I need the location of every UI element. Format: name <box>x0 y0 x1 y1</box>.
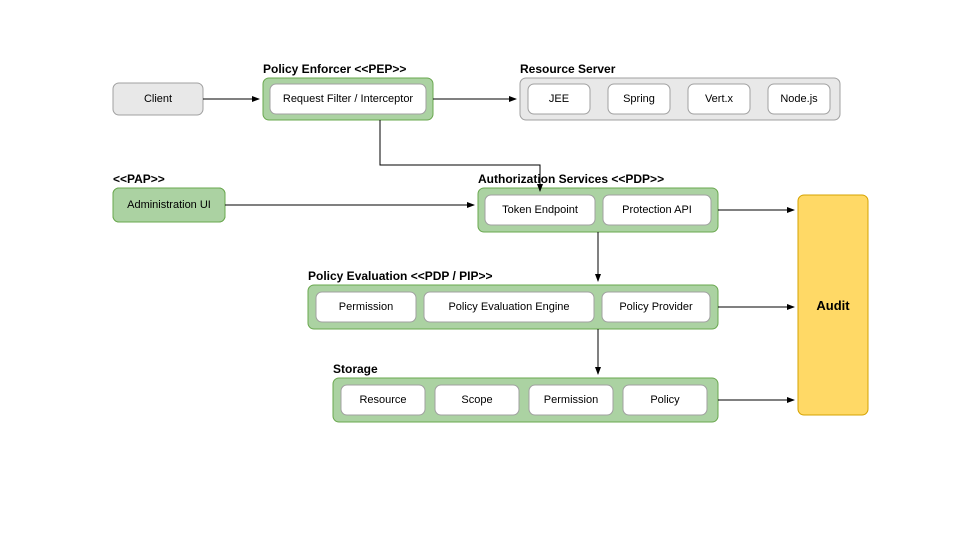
group-title-rs: Resource Server <box>520 62 615 76</box>
node-label-protapi: Protection API <box>603 195 711 225</box>
node-label-audit: Audit <box>798 195 868 415</box>
node-label-st_res: Resource <box>341 385 425 415</box>
node-label-st_scope: Scope <box>435 385 519 415</box>
node-label-client: Client <box>113 83 203 115</box>
group-title-eval: Policy Evaluation <<PDP / PIP>> <box>308 269 493 283</box>
node-label-polprov: Policy Provider <box>602 292 710 322</box>
group-title-pap: <<PAP>> <box>113 172 165 186</box>
node-label-vertx: Vert.x <box>688 84 750 114</box>
node-label-adminui: Administration UI <box>113 188 225 222</box>
node-label-evaleng: Policy Evaluation Engine <box>424 292 594 322</box>
node-label-rfi: Request Filter / Interceptor <box>270 84 426 114</box>
node-label-spring: Spring <box>608 84 670 114</box>
node-label-jee: JEE <box>528 84 590 114</box>
group-title-storage: Storage <box>333 362 378 376</box>
node-label-nodejs: Node.js <box>768 84 830 114</box>
group-title-pep: Policy Enforcer <<PEP>> <box>263 62 406 76</box>
node-label-st_pol: Policy <box>623 385 707 415</box>
group-title-pdp: Authorization Services <<PDP>> <box>478 172 664 186</box>
node-label-token: Token Endpoint <box>485 195 595 225</box>
node-label-permission: Permission <box>316 292 416 322</box>
node-label-st_perm: Permission <box>529 385 613 415</box>
